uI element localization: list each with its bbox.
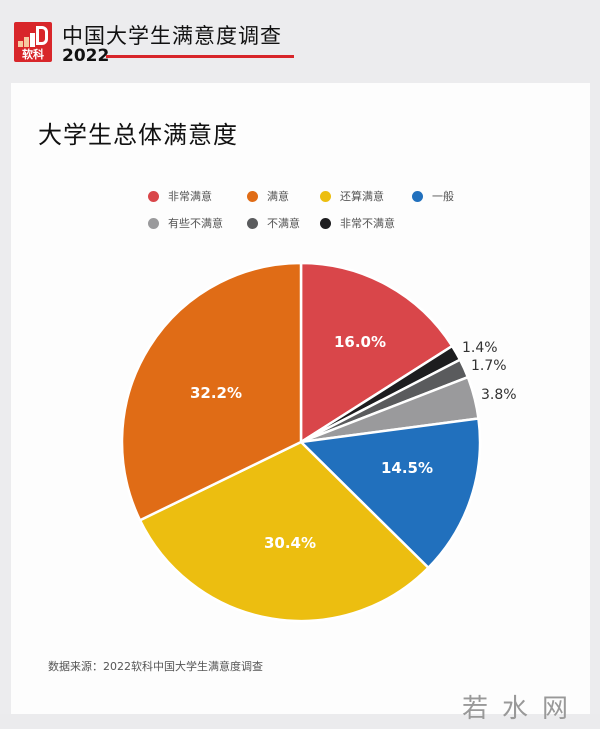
legend-item: 非常不满意 xyxy=(320,215,395,231)
legend-label: 非常不满意 xyxy=(340,217,395,230)
legend-item: 非常满意 xyxy=(148,188,212,204)
legend-dot-icon xyxy=(412,190,423,202)
ruanke-logo-icon: 软科 xyxy=(14,22,52,62)
slice-percent-label: 1.4% xyxy=(462,340,498,356)
pie-slice xyxy=(138,440,430,623)
legend-item: 有些不满意 xyxy=(148,215,223,231)
report-title: 中国大学生满意度调查 xyxy=(62,24,282,48)
watermark: 若水网 xyxy=(462,694,583,724)
pie-slice xyxy=(120,261,303,522)
data-source-note: 数据来源：2022软科中国大学生满意度调查 xyxy=(48,660,263,673)
report-year: 2022 xyxy=(62,46,110,66)
slice-percent-label: 3.8% xyxy=(481,387,517,403)
legend-dot-icon xyxy=(148,190,159,202)
legend-dot-icon xyxy=(247,190,258,202)
legend-item: 还算满意 xyxy=(320,188,384,204)
legend-label: 非常满意 xyxy=(168,190,212,203)
pie-slice xyxy=(299,261,454,444)
slice-percent-label: 14.5% xyxy=(380,459,434,477)
legend-dot-icon xyxy=(247,217,258,229)
slice-percent-label: 16.0% xyxy=(333,333,387,351)
legend-label: 不满意 xyxy=(267,217,300,230)
slice-percent-label: 32.2% xyxy=(189,384,243,402)
slice-percent-label: 1.7% xyxy=(471,358,507,374)
chart-title: 大学生总体满意度 xyxy=(38,121,238,149)
legend-item: 不满意 xyxy=(247,215,300,231)
legend-label: 满意 xyxy=(267,190,289,203)
legend-dot-icon xyxy=(320,217,331,229)
legend-item: 一般 xyxy=(412,188,454,204)
header-accent-line xyxy=(106,55,294,58)
pie-slice xyxy=(299,417,482,570)
logo-text: 软科 xyxy=(22,48,44,61)
legend-dot-icon xyxy=(148,217,159,229)
report-header: 软科 中国大学生满意度调查 2022 xyxy=(0,0,600,80)
slice-percent-label: 30.4% xyxy=(263,534,317,552)
legend-label: 还算满意 xyxy=(340,190,384,203)
legend-item: 满意 xyxy=(247,188,289,204)
legend-label: 一般 xyxy=(432,190,454,203)
legend-label: 有些不满意 xyxy=(168,217,223,230)
bottom-strip xyxy=(0,714,600,729)
legend-dot-icon xyxy=(320,190,331,202)
